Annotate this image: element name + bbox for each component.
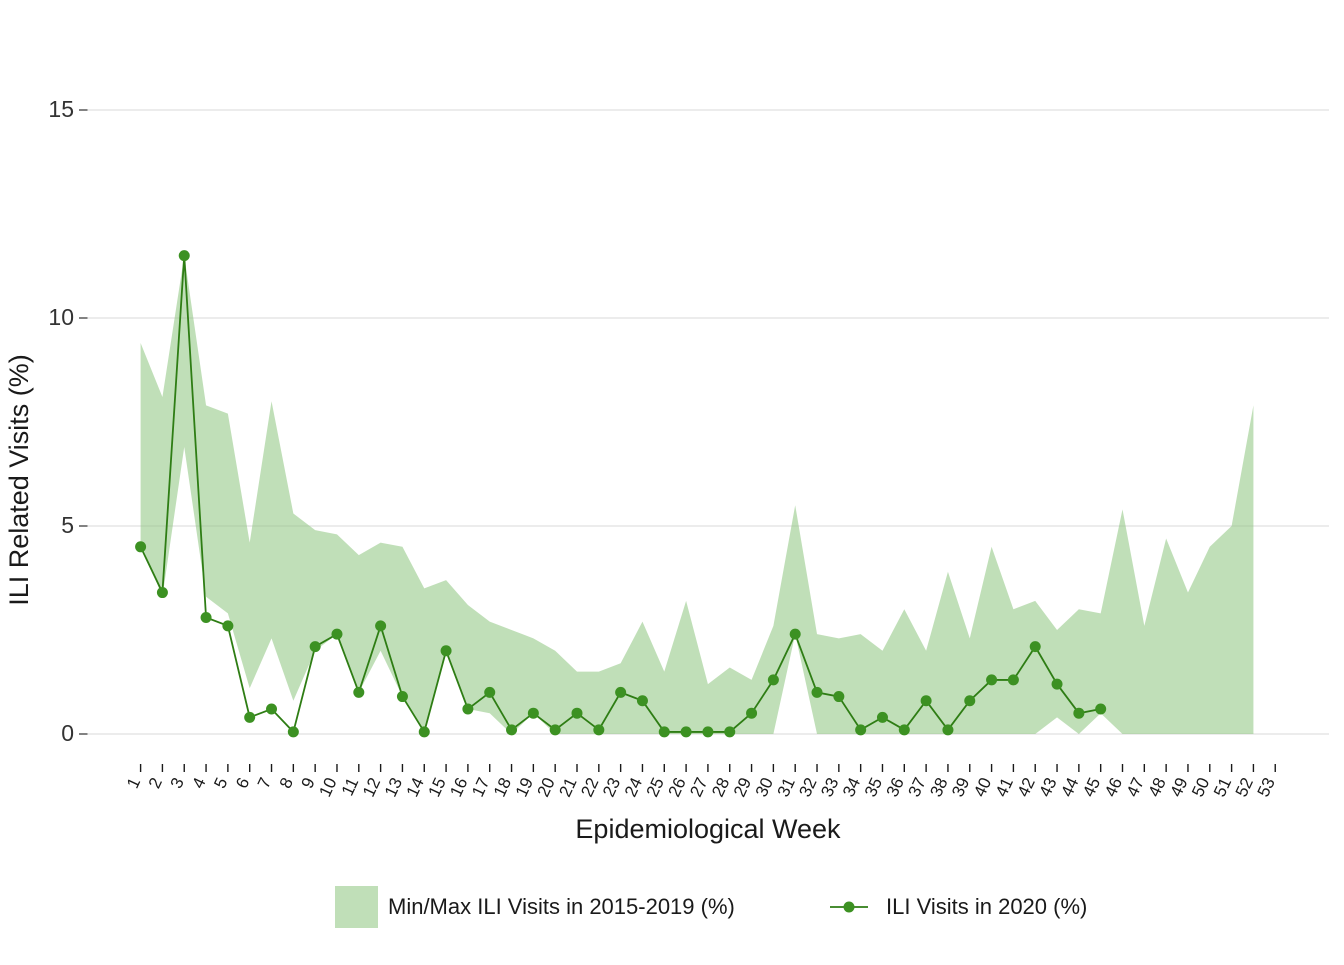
svg-text:47: 47	[1123, 775, 1148, 800]
svg-text:7: 7	[254, 775, 275, 792]
svg-text:0: 0	[61, 720, 74, 746]
svg-text:24: 24	[621, 775, 646, 800]
svg-text:48: 48	[1145, 775, 1170, 800]
svg-text:12: 12	[359, 775, 384, 800]
svg-text:31: 31	[774, 775, 799, 800]
svg-text:14: 14	[403, 775, 428, 800]
svg-text:11: 11	[338, 775, 363, 799]
svg-text:32: 32	[795, 775, 820, 800]
svg-text:51: 51	[1210, 775, 1235, 800]
svg-text:36: 36	[883, 775, 908, 800]
svg-text:21: 21	[555, 775, 580, 800]
svg-text:17: 17	[468, 775, 493, 800]
svg-text:15: 15	[424, 775, 449, 800]
svg-text:10: 10	[48, 304, 74, 330]
svg-text:50: 50	[1188, 775, 1213, 800]
svg-text:5: 5	[210, 775, 231, 792]
svg-text:42: 42	[1014, 775, 1039, 800]
svg-text:44: 44	[1057, 775, 1082, 800]
svg-text:8: 8	[276, 775, 297, 792]
svg-text:41: 41	[992, 775, 1017, 800]
svg-text:35: 35	[861, 775, 886, 800]
svg-text:19: 19	[512, 775, 537, 800]
svg-text:9: 9	[298, 775, 319, 792]
svg-text:45: 45	[1079, 775, 1104, 800]
svg-text:39: 39	[948, 775, 973, 800]
svg-text:6: 6	[232, 775, 253, 792]
svg-text:38: 38	[926, 775, 951, 800]
svg-text:37: 37	[905, 775, 930, 800]
svg-text:28: 28	[708, 775, 733, 800]
svg-text:20: 20	[534, 775, 559, 800]
svg-text:13: 13	[381, 775, 406, 800]
svg-text:43: 43	[1035, 775, 1060, 800]
svg-text:3: 3	[167, 775, 188, 792]
svg-text:10: 10	[315, 775, 340, 800]
svg-text:16: 16	[446, 775, 471, 800]
svg-text:26: 26	[665, 775, 690, 800]
svg-text:27: 27	[686, 775, 711, 800]
svg-text:23: 23	[599, 775, 624, 800]
svg-text:5: 5	[61, 512, 74, 538]
svg-text:30: 30	[752, 775, 777, 800]
svg-text:Min/Max ILI Visits in 2015-201: Min/Max ILI Visits in 2015-2019 (%)	[388, 894, 735, 919]
svg-text:53: 53	[1254, 775, 1279, 800]
svg-text:4: 4	[188, 775, 209, 792]
svg-text:25: 25	[643, 775, 668, 800]
svg-text:49: 49	[1166, 775, 1191, 800]
svg-text:Epidemiological Week: Epidemiological Week	[575, 814, 841, 844]
svg-text:2: 2	[145, 775, 166, 792]
svg-text:40: 40	[970, 775, 995, 800]
svg-text:15: 15	[48, 96, 74, 122]
svg-text:18: 18	[490, 775, 515, 800]
svg-text:22: 22	[577, 775, 602, 800]
svg-text:29: 29	[730, 775, 755, 800]
svg-text:ILI Visits in 2020 (%): ILI Visits in 2020 (%)	[886, 894, 1087, 919]
svg-text:ILI Related Visits (%): ILI Related Visits (%)	[4, 354, 34, 606]
svg-text:1: 1	[123, 775, 144, 792]
svg-text:34: 34	[839, 775, 864, 800]
svg-text:52: 52	[1232, 775, 1257, 800]
svg-text:33: 33	[817, 775, 842, 800]
svg-text:46: 46	[1101, 775, 1126, 800]
